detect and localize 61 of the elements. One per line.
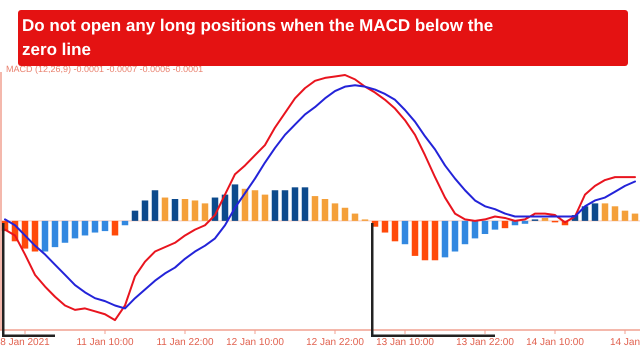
bar (482, 220, 488, 234)
bar (182, 199, 188, 221)
bar (522, 220, 528, 224)
bar (122, 220, 128, 226)
bar (312, 196, 318, 221)
bar (252, 190, 258, 221)
bar (302, 187, 308, 221)
x-tick-label: 13 Jan 22:00 (456, 337, 514, 348)
bar (412, 220, 418, 256)
bar (112, 220, 118, 236)
x-tick-label: 12 Jan 10:00 (226, 337, 284, 348)
bar (292, 187, 298, 221)
bar (132, 210, 138, 221)
x-tick-label: 12 Jan 22:00 (306, 337, 364, 348)
bar (272, 190, 278, 221)
bar (342, 208, 348, 221)
bar (262, 194, 268, 221)
bar (102, 220, 108, 232)
bar (442, 220, 448, 258)
bar (172, 199, 178, 221)
x-tick-label: 11 Jan 10:00 (76, 337, 134, 348)
bar (402, 220, 408, 244)
bar (432, 220, 438, 260)
bar (462, 220, 468, 244)
x-tick-label: 14 Jan (610, 337, 640, 348)
bar (92, 220, 98, 233)
bar (42, 220, 48, 252)
bar (632, 214, 638, 221)
chart-title: Do not open any long positions when the MACD below the zero line (22, 16, 494, 59)
bar (52, 220, 58, 248)
x-tick-label: 13 Jan 10:00 (376, 337, 434, 348)
bar (282, 190, 288, 221)
bar (392, 220, 398, 242)
bar (192, 200, 198, 221)
bar (332, 203, 338, 221)
bar (492, 220, 498, 230)
x-tick-label: 8 Jan 2021 (0, 337, 50, 348)
bar (542, 218, 548, 221)
bar (502, 220, 508, 228)
bar (62, 220, 68, 243)
bar (352, 214, 358, 221)
text: MACD (12,26,9) -0.0001 -0.0007 -0.0006 -0.0001 (6, 64, 204, 74)
bar (32, 220, 38, 252)
bar (202, 203, 208, 221)
bar (422, 220, 428, 260)
bar (152, 190, 158, 221)
bar (222, 194, 228, 221)
bar (82, 220, 88, 236)
bar (592, 203, 598, 221)
x-tick-label: 11 Jan 22:00 (156, 337, 214, 348)
bar (162, 198, 168, 221)
bar (472, 220, 478, 238)
bar (602, 203, 608, 221)
x-tick-label: 14 Jan 10:00 (526, 337, 584, 348)
bar (72, 220, 78, 238)
bar (452, 220, 458, 252)
bar (622, 210, 628, 221)
bar (612, 206, 618, 221)
bar (322, 199, 328, 221)
bar (142, 200, 148, 221)
bar (382, 220, 388, 233)
